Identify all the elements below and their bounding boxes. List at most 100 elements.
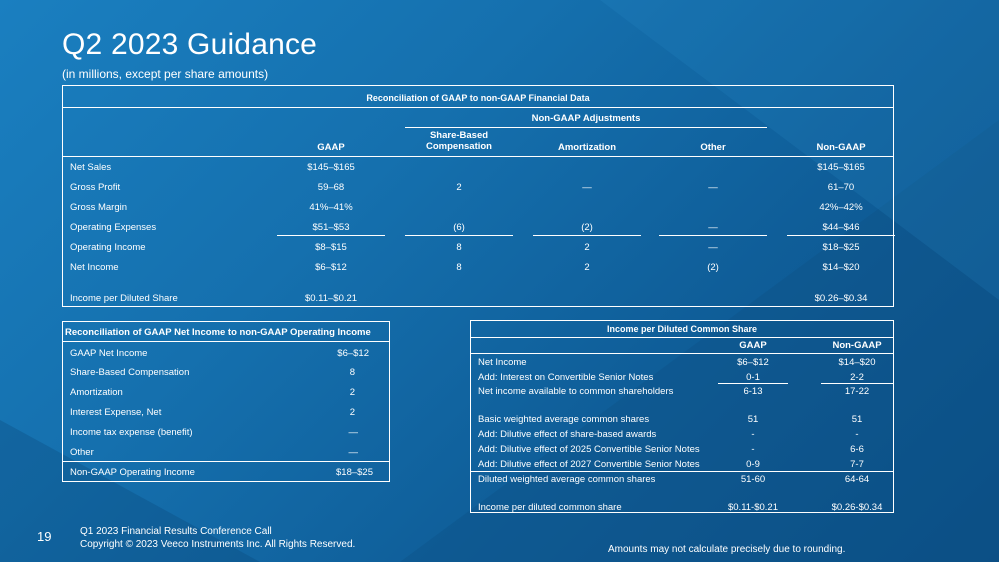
row-other: — bbox=[708, 222, 718, 233]
col-header-amortization: Amortization bbox=[557, 142, 617, 153]
subtotal-rule bbox=[659, 235, 767, 236]
main-table-title: Reconciliation of GAAP to non-GAAP Finan… bbox=[366, 93, 590, 103]
right-row-gaap: 51 bbox=[747, 414, 759, 425]
net-income-to-operating-income-table: Reconciliation of GAAP Net Income to non… bbox=[62, 321, 390, 482]
footer-event: Q1 2023 Financial Results Conference Cal… bbox=[80, 526, 272, 537]
income-per-diluted-share-table: Income per Diluted Common Share GAAP Non… bbox=[470, 320, 894, 513]
right-row-nongaap: 2-2 bbox=[850, 372, 864, 383]
rounding-footnote: Amounts may not calculate precisely due … bbox=[608, 544, 846, 555]
left-row-label: GAAP Net Income bbox=[70, 348, 148, 359]
right-subtotal-rule bbox=[821, 383, 893, 384]
col-header-gaap: GAAP bbox=[317, 142, 345, 153]
row-amortization: 2 bbox=[584, 242, 590, 253]
main-reconciliation-table: Reconciliation of GAAP to non-GAAP Finan… bbox=[62, 85, 895, 307]
right-row-gaap: $6–$12 bbox=[737, 357, 769, 368]
right-row-nongaap: 7-7 bbox=[850, 459, 864, 470]
right-row-label: Add: Dilutive effect of 2027 Convertible… bbox=[478, 459, 700, 470]
page-number: 19 bbox=[37, 529, 52, 544]
right-row-label: Basic weighted average common shares bbox=[478, 414, 650, 425]
row-gaap: 59–68 bbox=[317, 182, 345, 193]
col-header-nongaap: Non-GAAP bbox=[816, 142, 866, 153]
row-sbc: (6) bbox=[453, 222, 465, 233]
adjustments-header: Non-GAAP Adjustments bbox=[531, 113, 641, 124]
right-row-nongaap: - bbox=[855, 429, 859, 440]
right-row-label: Diluted weighted average common shares bbox=[478, 474, 656, 485]
right-row-label: Add: Dilutive effect of share-based awar… bbox=[478, 429, 657, 440]
right-row-gaap: - bbox=[751, 429, 755, 440]
right-row-nongaap: 51 bbox=[851, 414, 863, 425]
row-gaap: $6–$12 bbox=[315, 262, 347, 273]
right-title-divider bbox=[471, 337, 893, 338]
right-row-nongaap: $14–$20 bbox=[838, 357, 876, 368]
page-title: Q2 2023 Guidance bbox=[62, 28, 318, 61]
row-gaap: 41%–41% bbox=[309, 202, 353, 213]
right-header-divider bbox=[471, 353, 893, 354]
right-row-nongaap: 6-6 bbox=[850, 444, 864, 455]
left-row-value: 2 bbox=[349, 387, 355, 398]
right-row-gaap: 51-60 bbox=[740, 474, 766, 485]
right-col-header-nongaap: Non-GAAP bbox=[832, 340, 882, 351]
right-row-gaap: 6-13 bbox=[743, 386, 763, 397]
main-header-divider bbox=[63, 156, 893, 157]
page-subtitle: (in millions, except per share amounts) bbox=[62, 67, 269, 81]
left-row-value: — bbox=[348, 447, 359, 458]
row-label: Gross Margin bbox=[70, 202, 128, 213]
row-nongaap: $145–$165 bbox=[817, 162, 865, 173]
row-label: Income per Diluted Share bbox=[70, 293, 178, 304]
subtotal-rule bbox=[787, 235, 895, 236]
left-row-label: Other bbox=[70, 447, 94, 458]
row-amortization: 2 bbox=[584, 262, 590, 273]
right-row-gaap: 0-1 bbox=[746, 372, 760, 383]
row-sbc: 8 bbox=[456, 242, 462, 253]
left-total-rule bbox=[63, 461, 389, 462]
subtotal-rule bbox=[405, 235, 513, 236]
left-row-label: Share-Based Compensation bbox=[70, 367, 190, 378]
left-row-value: $18–$25 bbox=[336, 467, 373, 478]
right-row-label: Income per diluted common share bbox=[478, 502, 622, 513]
right-total-rule bbox=[471, 471, 893, 472]
row-label: Operating Expenses bbox=[70, 222, 157, 233]
row-gaap: $0.11–$0.21 bbox=[304, 293, 358, 304]
left-row-label: Income tax expense (benefit) bbox=[70, 427, 193, 438]
col-header-other: Other bbox=[700, 142, 726, 153]
right-row-label: Net Income bbox=[478, 357, 527, 368]
row-sbc: 8 bbox=[456, 262, 462, 273]
right-row-label: Net income available to common sharehold… bbox=[478, 386, 674, 397]
left-row-value: 2 bbox=[349, 407, 355, 418]
row-other: — bbox=[708, 182, 718, 193]
row-label: Net Income bbox=[70, 262, 119, 273]
left-row-value: $6–$12 bbox=[337, 348, 369, 359]
subtotal-rule bbox=[533, 235, 641, 236]
left-row-label: Interest Expense, Net bbox=[70, 407, 162, 418]
right-row-gaap: 0-9 bbox=[746, 459, 760, 470]
row-label: Operating Income bbox=[70, 242, 146, 253]
right-col-header-gaap: GAAP bbox=[739, 340, 767, 351]
subtotal-rule bbox=[277, 235, 385, 236]
right-row-label: Add: Dilutive effect of 2025 Convertible… bbox=[478, 444, 700, 455]
right-row-nongaap: 17-22 bbox=[844, 386, 870, 397]
row-nongaap: $18–$25 bbox=[822, 242, 860, 253]
row-gaap: $8–$15 bbox=[315, 242, 347, 253]
row-gaap: $145–$165 bbox=[307, 162, 355, 173]
adjustments-underline bbox=[405, 127, 767, 128]
col-header-sbc-label: Share-Based Compensation bbox=[426, 130, 492, 152]
row-amortization: (2) bbox=[581, 222, 593, 233]
row-nongaap: $44–$46 bbox=[822, 222, 860, 233]
row-nongaap: 61–70 bbox=[827, 182, 855, 193]
right-row-gaap: - bbox=[751, 444, 755, 455]
col-header-sbc: Share-Based Compensation bbox=[405, 130, 513, 152]
row-nongaap: 42%–42% bbox=[819, 202, 863, 213]
row-label: Gross Profit bbox=[70, 182, 121, 193]
left-table-title: Reconciliation of GAAP Net Income to non… bbox=[65, 327, 371, 338]
left-title-divider bbox=[63, 341, 389, 342]
row-gaap: $51–$53 bbox=[312, 222, 350, 233]
row-nongaap: $0.26–$0.34 bbox=[814, 293, 868, 304]
row-nongaap: $14–$20 bbox=[822, 262, 860, 273]
footer-copyright: Copyright © 2023 Veeco Instruments Inc. … bbox=[80, 539, 356, 550]
row-other: (2) bbox=[707, 262, 719, 273]
row-sbc: 2 bbox=[456, 182, 462, 193]
right-row-nongaap: $0.26-$0.34 bbox=[831, 502, 883, 513]
right-row-gaap: $0.11-$0.21 bbox=[727, 502, 778, 513]
row-label: Net Sales bbox=[70, 162, 112, 173]
left-row-value: — bbox=[348, 427, 359, 438]
